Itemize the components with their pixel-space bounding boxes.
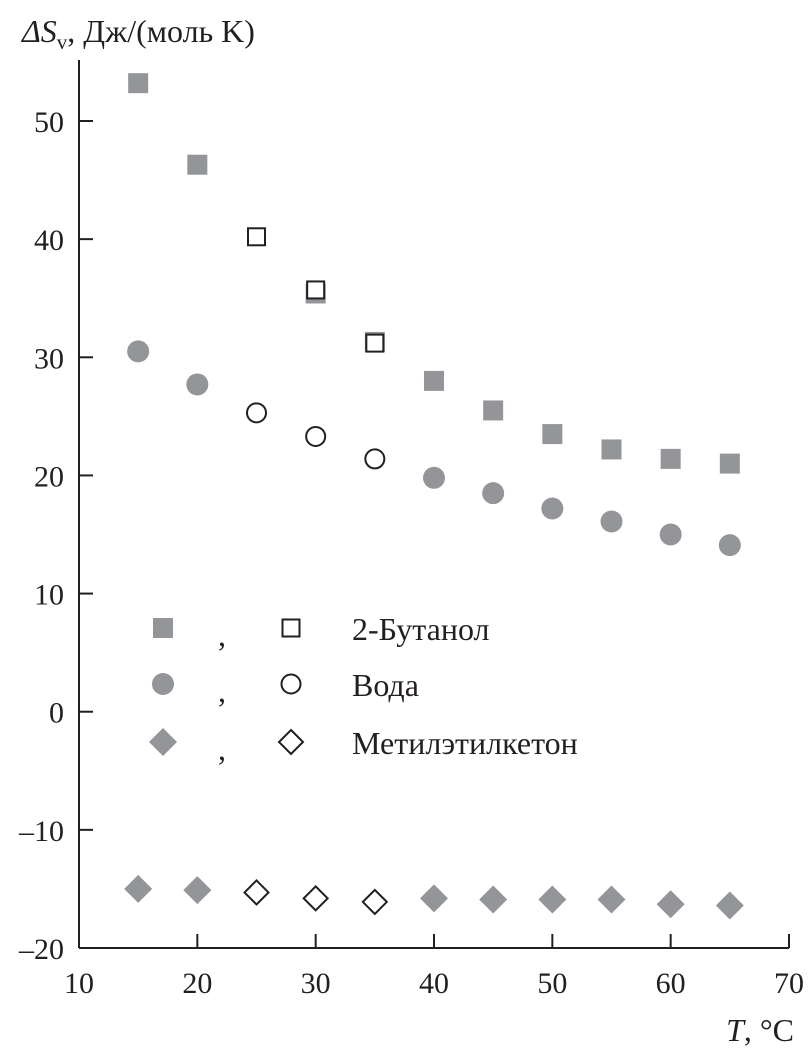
x-axis-unit: , °C — [744, 1012, 794, 1048]
data-points — [124, 73, 744, 920]
axes — [78, 60, 789, 949]
x-axis-title: T, °C — [726, 1012, 794, 1048]
data-point-filled — [483, 400, 504, 421]
legend-separator: , — [218, 617, 226, 653]
y-tick-label: 30 — [34, 342, 64, 375]
y-tick-label: 50 — [34, 106, 64, 139]
x-tick-label: 60 — [656, 967, 686, 1000]
legend-entry: , Метилэтилкетон — [149, 725, 578, 767]
data-point-filled — [187, 154, 208, 175]
legend: , 2-Бутанол, Вода, Метилэтилкетон — [149, 611, 578, 767]
legend-separator: , — [218, 731, 226, 767]
series-circle — [127, 340, 741, 557]
x-tick-label: 30 — [301, 967, 331, 1000]
legend-separator: , — [218, 673, 226, 709]
data-point-filled — [715, 891, 744, 920]
y-tick-label: 40 — [34, 224, 64, 257]
data-point-open — [302, 884, 330, 912]
data-point-filled — [656, 890, 685, 919]
data-point-filled — [597, 885, 626, 914]
x-axis-symbol: T — [726, 1012, 746, 1048]
data-point-open — [246, 402, 267, 424]
legend-marker-filled — [149, 728, 177, 756]
data-point-filled — [423, 466, 445, 489]
legend-entry: , 2-Бутанол — [153, 611, 490, 653]
data-point-open — [361, 888, 389, 916]
data-point-filled — [719, 453, 740, 474]
data-point-filled — [186, 373, 209, 396]
data-point-open — [306, 280, 326, 300]
legend-marker-open — [281, 618, 301, 638]
x-tick-label: 70 — [774, 967, 804, 1000]
data-point-open — [247, 227, 266, 247]
y-tick-label: 20 — [34, 460, 64, 493]
legend-label: 2-Бутанол — [352, 611, 490, 647]
y-tick-label: 0 — [49, 697, 64, 730]
legend-marker-open — [280, 673, 302, 695]
y-axis-symbol: ΔS — [20, 13, 57, 49]
ticks: 10 20 30 40 50 60 70 –20 –10 0 10 20 30 40 50 — [18, 106, 804, 1000]
series-diamond — [124, 874, 744, 920]
data-point-filled — [718, 534, 741, 557]
data-point-filled — [183, 876, 212, 905]
data-point-filled — [124, 874, 153, 903]
data-point-filled — [600, 510, 623, 533]
data-point-filled — [424, 370, 444, 391]
data-point-open — [305, 425, 327, 447]
data-point-filled — [482, 482, 505, 505]
data-point-open — [365, 333, 385, 353]
x-tick-label: 50 — [537, 967, 567, 1000]
y-tick-label: 10 — [34, 579, 64, 612]
data-point-filled — [538, 885, 567, 914]
data-point-filled — [479, 885, 508, 914]
x-tick-label: 40 — [419, 967, 449, 1000]
data-point-filled — [420, 884, 448, 913]
data-point-filled — [127, 340, 150, 363]
y-axis-unit: , Дж/(моль K) — [67, 13, 255, 49]
y-tick-label: –10 — [18, 815, 64, 848]
y-axis-title: ΔSv, Дж/(моль K) — [20, 13, 255, 54]
legend-marker-filled — [153, 618, 173, 638]
data-point-filled — [541, 497, 564, 520]
x-tick-label: 10 — [64, 967, 94, 1000]
data-point-filled — [128, 73, 149, 94]
data-point-filled — [601, 439, 622, 460]
data-point-filled — [659, 523, 682, 546]
y-axis-subscript: v — [57, 30, 68, 54]
y-tick-label: –20 — [18, 933, 64, 966]
series-square — [128, 73, 740, 474]
data-point-open — [243, 879, 270, 906]
legend-marker-filled — [152, 673, 174, 695]
legend-label: Вода — [352, 667, 419, 703]
legend-marker-open — [277, 728, 305, 756]
data-point-open — [364, 448, 386, 470]
x-tick-label: 20 — [182, 967, 212, 1000]
data-point-filled — [660, 448, 681, 469]
legend-entry: , Вода — [152, 667, 419, 709]
data-point-filled — [542, 424, 563, 445]
legend-label: Метилэтилкетон — [352, 725, 578, 761]
